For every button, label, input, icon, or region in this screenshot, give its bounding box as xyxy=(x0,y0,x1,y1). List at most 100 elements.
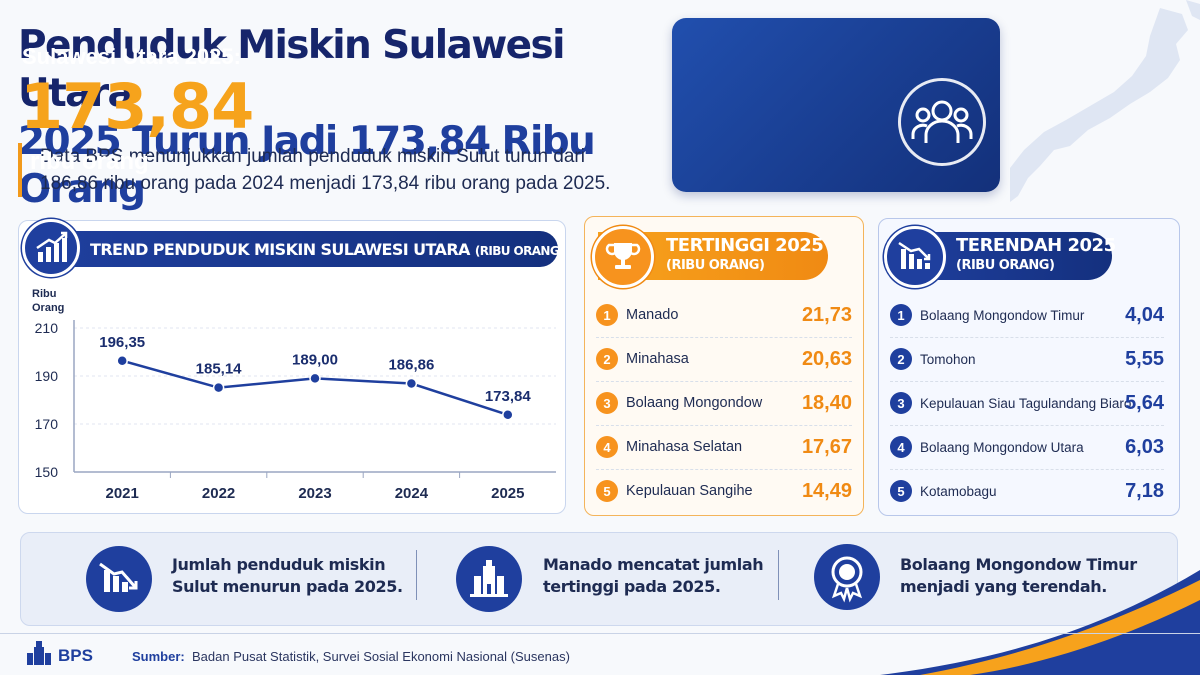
region-value: 6,03 xyxy=(1125,435,1164,458)
highlight-3-line2: menjadi yang terendah. xyxy=(900,577,1107,596)
rank-badge: 4 xyxy=(596,436,618,458)
data-label: 186,86 xyxy=(388,357,434,374)
highest-title-unit: (RIBU ORANG) xyxy=(666,258,765,273)
highlight-2-text: Manado mencatat jumlah tertinggi pada 20… xyxy=(543,554,764,598)
highlight-2-line1: Manado mencatat jumlah xyxy=(543,555,764,574)
rank-badge: 2 xyxy=(596,348,618,370)
x-tick-label: 2022 xyxy=(202,485,235,502)
kpi-unit: ribu orang xyxy=(30,148,149,175)
row-divider xyxy=(596,381,852,382)
rank-badge: 1 xyxy=(596,304,618,326)
x-tick-label: 2021 xyxy=(106,485,139,502)
row-divider xyxy=(890,469,1164,470)
trophy-icon xyxy=(592,226,654,288)
region-value: 20,63 xyxy=(801,347,852,370)
footer-divider xyxy=(0,633,1200,634)
ranking-row: 5 Kotamobagu 7,18 xyxy=(890,474,1164,508)
bps-brand: BPS xyxy=(58,646,93,665)
rank-badge: 5 xyxy=(596,480,618,502)
region-name: Bolaang Mongondow Utara xyxy=(920,439,1084,455)
chart-down-icon xyxy=(86,546,152,612)
rank-badge: 3 xyxy=(596,392,618,414)
highlight-3-text: Bolaang Mongondow Timur menjadi yang ter… xyxy=(900,554,1137,598)
bps-logo-icon xyxy=(27,641,51,665)
row-divider xyxy=(596,425,852,426)
source-label: Sumber: xyxy=(132,649,185,664)
ranking-row: 1 Bolaang Mongondow Timur 4,04 xyxy=(890,298,1164,332)
data-label: 185,14 xyxy=(196,361,243,378)
data-point xyxy=(502,409,514,421)
x-tick-label: 2024 xyxy=(395,485,429,502)
highlight-2-line2: tertinggi pada 2025. xyxy=(543,577,721,596)
row-divider xyxy=(596,337,852,338)
data-point xyxy=(405,377,418,390)
y-tick-label: 170 xyxy=(35,416,59,432)
region-value: 5,55 xyxy=(1125,347,1164,370)
trend-header-bar xyxy=(30,231,558,267)
trend-title-unit: (RIBU ORANG) xyxy=(474,244,565,258)
highlight-divider xyxy=(778,550,779,600)
region-name: Tomohon xyxy=(920,351,976,367)
ranking-row: 2 Minahasa 20,63 xyxy=(596,342,852,376)
highlight-1-line1: Jumlah penduduk miskin xyxy=(172,555,386,574)
row-divider xyxy=(596,469,852,470)
sulawesi-map-illustration xyxy=(1010,0,1200,202)
ranking-row: 3 Kepulauan Siau Tagulandang Biaro 5,64 xyxy=(890,386,1164,420)
highest-title: TERTINGGI 2025 (RIBU ORANG) xyxy=(666,235,824,276)
region-value: 4,04 xyxy=(1125,303,1164,326)
region-value: 21,73 xyxy=(801,303,852,326)
data-point xyxy=(212,381,225,394)
rank-badge: 5 xyxy=(890,480,912,502)
series-line xyxy=(121,359,509,416)
data-label: 173,84 xyxy=(485,388,532,405)
y-tick-label: 190 xyxy=(35,368,59,384)
y-axis-label-line2: Orang xyxy=(32,302,64,314)
data-point xyxy=(116,355,128,367)
bar-chart-up-icon xyxy=(22,219,80,277)
trend-line-chart: Ribu Orang 210 190 170 150 2021 2022 2023 2024… xyxy=(32,288,556,502)
rank-badge: 3 xyxy=(890,392,912,414)
lowest-title-text: TERENDAH 2025 xyxy=(956,235,1116,256)
award-badge-icon xyxy=(814,544,880,610)
rank-badge: 2 xyxy=(890,348,912,370)
region-name: Bolaang Mongondow xyxy=(626,395,763,411)
decorative-wave xyxy=(880,570,1200,675)
subtitle-line-1: Data BPS menunjukkan jumlah penduduk mis… xyxy=(40,146,585,167)
bar-chart-down-icon xyxy=(884,226,946,288)
region-name: Minahasa Selatan xyxy=(626,439,743,455)
y-axis-label-line1: Ribu xyxy=(32,288,56,300)
ranking-row: 1 Manado 21,73 xyxy=(596,298,852,332)
lowest-title-unit: (RIBU ORANG) xyxy=(956,258,1055,273)
ranking-row: 4 Bolaang Mongondow Utara 6,03 xyxy=(890,430,1164,464)
region-value: 14,49 xyxy=(801,479,852,502)
ranking-row: 3 Bolaang Mongondow 18,40 xyxy=(596,386,852,420)
region-value: 17,67 xyxy=(801,435,852,458)
region-name: Bolaang Mongondow Timur xyxy=(920,307,1085,323)
rank-badge: 1 xyxy=(890,304,912,326)
region-name: Kotamobagu xyxy=(920,483,997,499)
region-name: Minahasa xyxy=(626,351,689,367)
rank-badge: 4 xyxy=(890,436,912,458)
title-line-2: 2025 Turun Jadi 173,84 Ribu Orang xyxy=(18,119,596,212)
region-value: 7,18 xyxy=(1125,479,1164,502)
page-title: Penduduk Miskin Sulawesi Utara 2025 Turu… xyxy=(18,22,668,214)
highlight-divider xyxy=(416,550,417,600)
x-tick-label: 2023 xyxy=(298,485,331,502)
people-group-icon xyxy=(898,78,986,166)
y-tick-label: 210 xyxy=(35,320,59,336)
data-point xyxy=(309,372,321,385)
kpi-value: 173,84 xyxy=(20,70,254,143)
region-name: Kepulauan Siau Tagulandang Biaro xyxy=(920,395,1132,411)
row-divider xyxy=(890,337,1164,338)
ranking-row: 4 Minahasa Selatan 17,67 xyxy=(596,430,852,464)
highlights-bar xyxy=(20,532,1178,626)
highest-title-text: TERTINGGI 2025 xyxy=(666,235,824,256)
region-value: 18,40 xyxy=(801,391,852,414)
trend-panel xyxy=(18,220,566,514)
page-subtitle: Data BPS menunjukkan jumlah penduduk mis… xyxy=(18,143,638,197)
data-label: 189,00 xyxy=(292,351,338,368)
region-name: Kepulauan Sangihe xyxy=(626,483,753,499)
trend-title: TREND PENDUDUK MISKIN SULAWESI UTARA (RI… xyxy=(90,240,565,259)
kpi-label: Sulawesi Utara 2025: xyxy=(22,44,241,69)
y-tick-label: 150 xyxy=(35,464,59,480)
